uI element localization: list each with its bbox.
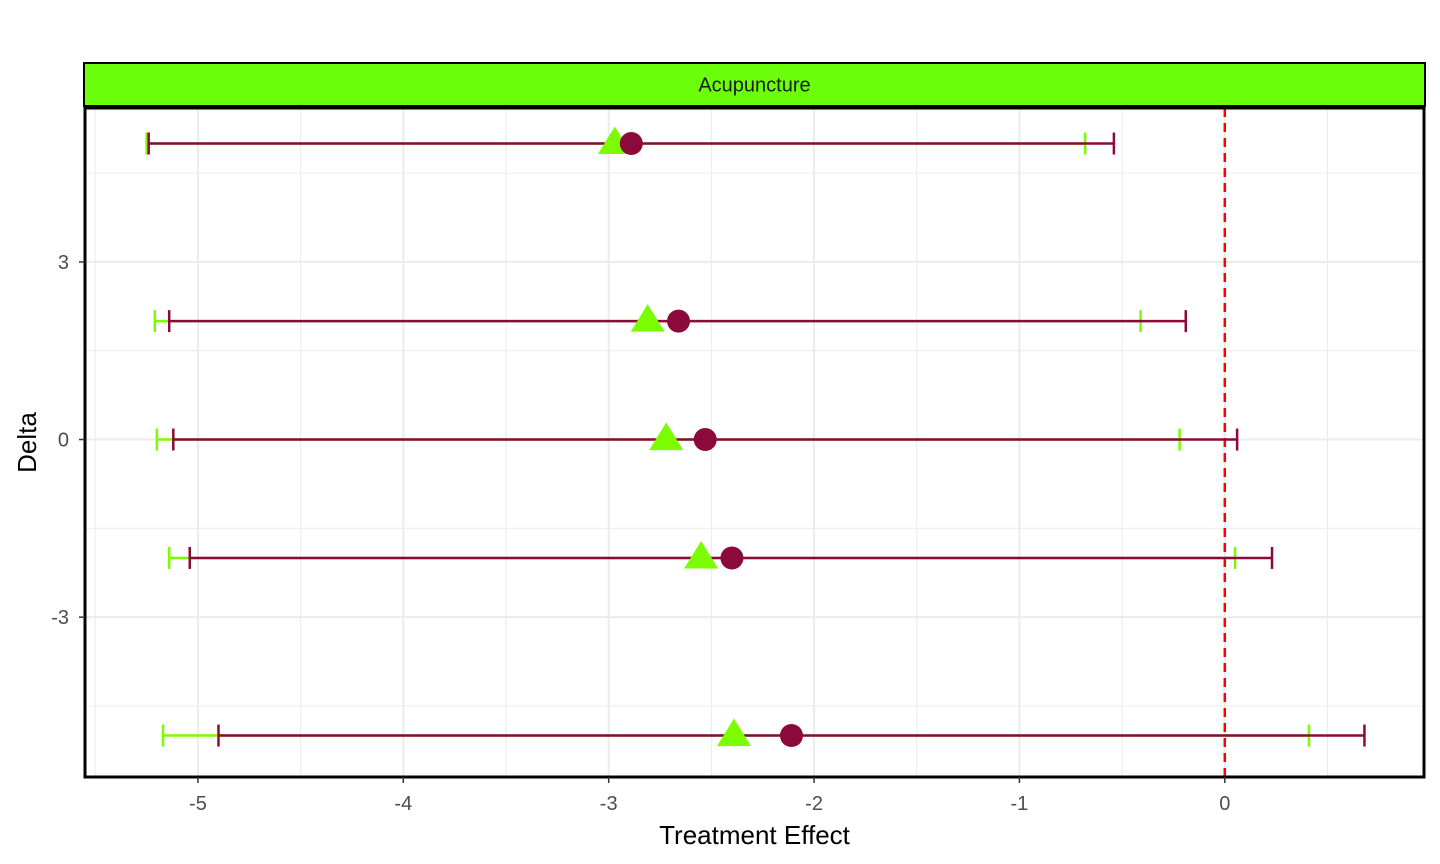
x-tick-label: -5	[189, 793, 207, 815]
y-tick-label: -3	[51, 607, 69, 629]
y-tick-label: 3	[58, 252, 69, 274]
circle-point	[619, 132, 643, 156]
axis-layer: -5 -4 -3 -2 -1 0 -3 0 3	[51, 252, 1230, 815]
circle-points	[619, 132, 803, 748]
circle-point	[667, 309, 691, 333]
x-tick-label: -2	[805, 793, 823, 815]
triangle-point	[716, 718, 751, 747]
y-axis-title: Delta	[12, 412, 42, 473]
x-axis-title: Treatment Effect	[659, 820, 851, 850]
facet-strip	[83, 62, 1426, 107]
triangle-point	[684, 540, 719, 569]
panel-border	[83, 106, 1426, 779]
circle-series	[147, 132, 1366, 747]
x-tick-label: -3	[600, 793, 618, 815]
circle-point	[693, 428, 717, 452]
triangle-point	[630, 304, 665, 332]
triangle-point	[649, 422, 684, 451]
y-tick-label: 0	[58, 430, 69, 452]
x-tick-label: -4	[394, 793, 412, 815]
triangle-points	[597, 126, 751, 747]
grid-layer	[85, 108, 1424, 777]
marks-layer	[145, 126, 1366, 748]
facet-strip-label: Acupuncture	[698, 75, 810, 97]
x-tick-label: 0	[1219, 793, 1230, 815]
circle-point	[779, 724, 803, 748]
circle-point	[720, 546, 744, 570]
x-tick-label: -1	[1011, 793, 1029, 815]
